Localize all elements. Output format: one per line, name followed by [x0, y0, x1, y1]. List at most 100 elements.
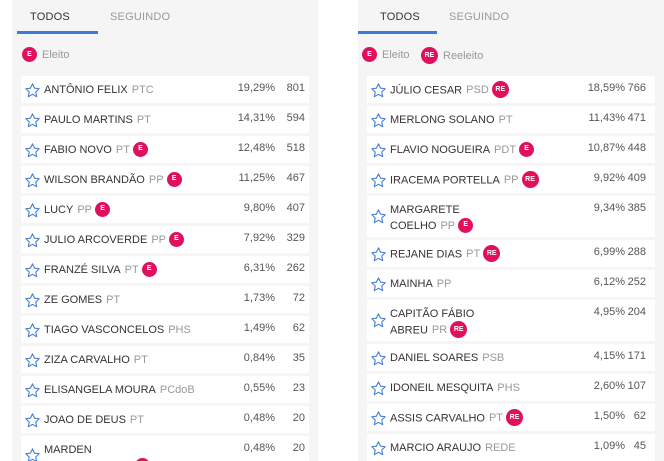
reeleito-badge: RE: [450, 321, 468, 338]
candidate-row[interactable]: ELISANGELA MOURA PCdoB 0,55% 23: [21, 376, 309, 403]
candidate-row[interactable]: REJANE DIAS PT RE 6,99% 288: [367, 240, 655, 267]
candidate-row[interactable]: MAINHA PP 6,12% 252: [367, 270, 655, 297]
star-icon[interactable]: [370, 172, 387, 189]
candidate-name[interactable]: ZIZA CARVALHO PT: [44, 354, 148, 366]
star-icon[interactable]: [24, 142, 41, 159]
star-icon[interactable]: [370, 112, 387, 129]
candidate-row[interactable]: WILSON BRANDÃO PP E 11,25% 467: [21, 166, 309, 193]
candidate-row[interactable]: MARDENMENESESPSDBE0,48%20: [21, 436, 309, 461]
star-icon[interactable]: [370, 82, 387, 99]
candidate-party: PP: [503, 174, 519, 187]
star-icon[interactable]: [24, 352, 41, 369]
tab-todos[interactable]: TODOS: [30, 11, 70, 23]
candidate-name[interactable]: MARDEN: [44, 444, 92, 456]
star-icon[interactable]: [24, 82, 41, 99]
star-icon[interactable]: [370, 380, 387, 397]
candidate-row[interactable]: MERLONG SOLANO PT 11,43% 471: [367, 106, 655, 133]
star-icon[interactable]: [24, 172, 41, 189]
star-icon[interactable]: [24, 322, 41, 339]
candidate-name[interactable]: JULIO ARCOVERDE PP E: [44, 231, 184, 248]
candidate-name[interactable]: PAULO MARTINS PT: [44, 114, 151, 126]
candidate-party: PP: [151, 234, 166, 246]
candidate-row[interactable]: DANIEL SOARES PSB 4,15% 171: [367, 344, 655, 371]
candidate-party: PP: [436, 278, 452, 290]
candidate-row[interactable]: ZIZA CARVALHO PT 0,84% 35: [21, 346, 309, 373]
candidate-name[interactable]: FRANZÉ SILVA PT E: [44, 261, 157, 278]
star-icon[interactable]: [24, 412, 41, 429]
candidate-name[interactable]: ELISANGELA MOURA PCdoB: [44, 384, 195, 396]
candidate-row[interactable]: FLAVIO NOGUEIRA PDT E 10,87% 448: [367, 136, 655, 163]
star-icon[interactable]: [24, 292, 41, 309]
candidate-name[interactable]: REJANE DIAS PT RE: [390, 245, 501, 263]
candidate-row[interactable]: IRACEMA PORTELLA PP RE 9,92% 409: [367, 166, 655, 193]
star-icon[interactable]: [370, 350, 387, 367]
legend-label: Eleito: [42, 48, 70, 61]
star-icon[interactable]: [24, 112, 41, 129]
candidate-name-line2[interactable]: ABREU PR RE: [390, 321, 468, 339]
candidate-party: PT: [136, 114, 151, 126]
candidate-row[interactable]: MARCIO ARAUJO REDE 1,09% 45: [367, 434, 655, 461]
eleito-badge: E: [141, 261, 157, 277]
candidate-row[interactable]: JULIO ARCOVERDE PP E 7,92% 329: [21, 226, 309, 253]
candidate-name[interactable]: LUCY PP E: [44, 201, 111, 218]
candidate-row[interactable]: ZE GOMES PT 1,73% 72: [21, 286, 309, 313]
candidate-name[interactable]: MAINHA PP: [390, 278, 452, 290]
candidate-row[interactable]: MARGARETE COELHO PP E 9,34% 385: [367, 196, 655, 237]
star-icon[interactable]: [24, 262, 41, 279]
candidate-name[interactable]: MERLONG SOLANO PT: [390, 114, 513, 126]
candidate-name[interactable]: IRACEMA PORTELLA PP RE: [390, 171, 539, 189]
active-tab-indicator: [17, 31, 98, 34]
candidate-row[interactable]: LUCY PP E 9,80% 407: [21, 196, 309, 223]
star-icon[interactable]: [370, 276, 387, 293]
vote-percentage: 6,31%: [243, 262, 275, 274]
reeleito-badge: RE: [506, 409, 524, 426]
candidate-row[interactable]: CAPITÃO FÁBIO ABREU PR RE 4,95% 204: [367, 300, 655, 341]
vote-percentage: 6,12%: [593, 276, 625, 288]
vote-count: 20: [292, 412, 305, 424]
vote-percentage: 0,48%: [243, 442, 275, 454]
candidate-row[interactable]: ASSIS CARVALHO PT RE 1,50% 62: [367, 404, 655, 431]
tab-seguindo[interactable]: SEGUINDO: [110, 11, 171, 23]
star-icon[interactable]: [370, 208, 387, 225]
candidate-row[interactable]: FRANZÉ SILVA PT E 6,31% 262: [21, 256, 309, 283]
candidate-row[interactable]: PAULO MARTINS PT 14,31% 594: [21, 106, 309, 133]
right-tabs: TODOS SEGUINDO: [358, 0, 664, 34]
star-icon[interactable]: [24, 447, 41, 461]
star-icon[interactable]: [24, 232, 41, 249]
candidate-name[interactable]: ASSIS CARVALHO PT RE: [390, 409, 524, 427]
candidate-name-line2[interactable]: COELHO PP E: [390, 217, 474, 234]
candidate-name[interactable]: FABIO NOVO PT E: [44, 141, 148, 158]
candidate-name[interactable]: DANIEL SOARES PSB: [390, 352, 505, 364]
candidate-row[interactable]: IDONEIL MESQUITA PHS 2,60% 107: [367, 374, 655, 401]
star-icon[interactable]: [370, 440, 387, 457]
candidate-name[interactable]: JÚLIO CESAR PSD RE: [390, 81, 509, 99]
candidate-name[interactable]: MARGARETE: [390, 204, 460, 216]
candidate-name[interactable]: WILSON BRANDÃO PP E: [44, 171, 182, 188]
star-icon[interactable]: [24, 202, 41, 219]
eleito-badge: E: [169, 231, 184, 247]
tab-seguindo[interactable]: SEGUINDO: [449, 11, 510, 23]
candidate-name[interactable]: ANTÔNIO FELIX PTC: [44, 84, 154, 96]
star-icon[interactable]: [370, 410, 387, 427]
tab-todos[interactable]: TODOS: [380, 11, 420, 23]
candidate-name[interactable]: IDONEIL MESQUITA PHS: [390, 382, 520, 394]
candidate-name[interactable]: MARCIO ARAUJO REDE: [390, 442, 516, 454]
star-icon[interactable]: [370, 246, 387, 263]
candidate-name[interactable]: ZE GOMES PT: [44, 294, 121, 306]
candidate-name[interactable]: JOAO DE DEUS PT: [44, 414, 144, 426]
vote-count: 72: [292, 292, 305, 304]
candidate-row[interactable]: JÚLIO CESAR PSD RE 18,59% 766: [367, 76, 655, 103]
candidate-row[interactable]: FABIO NOVO PT E 12,48% 518: [21, 136, 309, 163]
candidate-row[interactable]: ANTÔNIO FELIX PTC 19,29% 801: [21, 76, 309, 103]
candidate-row[interactable]: JOAO DE DEUS PT 0,48% 20: [21, 406, 309, 433]
candidate-name[interactable]: FLAVIO NOGUEIRA PDT E: [390, 141, 535, 158]
vote-percentage: 18,59%: [587, 82, 625, 94]
candidate-row[interactable]: TIAGO VASCONCELOS PHS 1,49% 62: [21, 316, 309, 343]
star-icon[interactable]: [370, 312, 387, 329]
candidate-name[interactable]: TIAGO VASCONCELOS PHS: [44, 324, 191, 336]
star-icon[interactable]: [370, 142, 387, 159]
vote-percentage: 4,15%: [593, 350, 625, 362]
candidate-name[interactable]: CAPITÃO FÁBIO: [390, 308, 475, 320]
candidate-party: PT: [133, 354, 148, 366]
star-icon[interactable]: [24, 382, 41, 399]
